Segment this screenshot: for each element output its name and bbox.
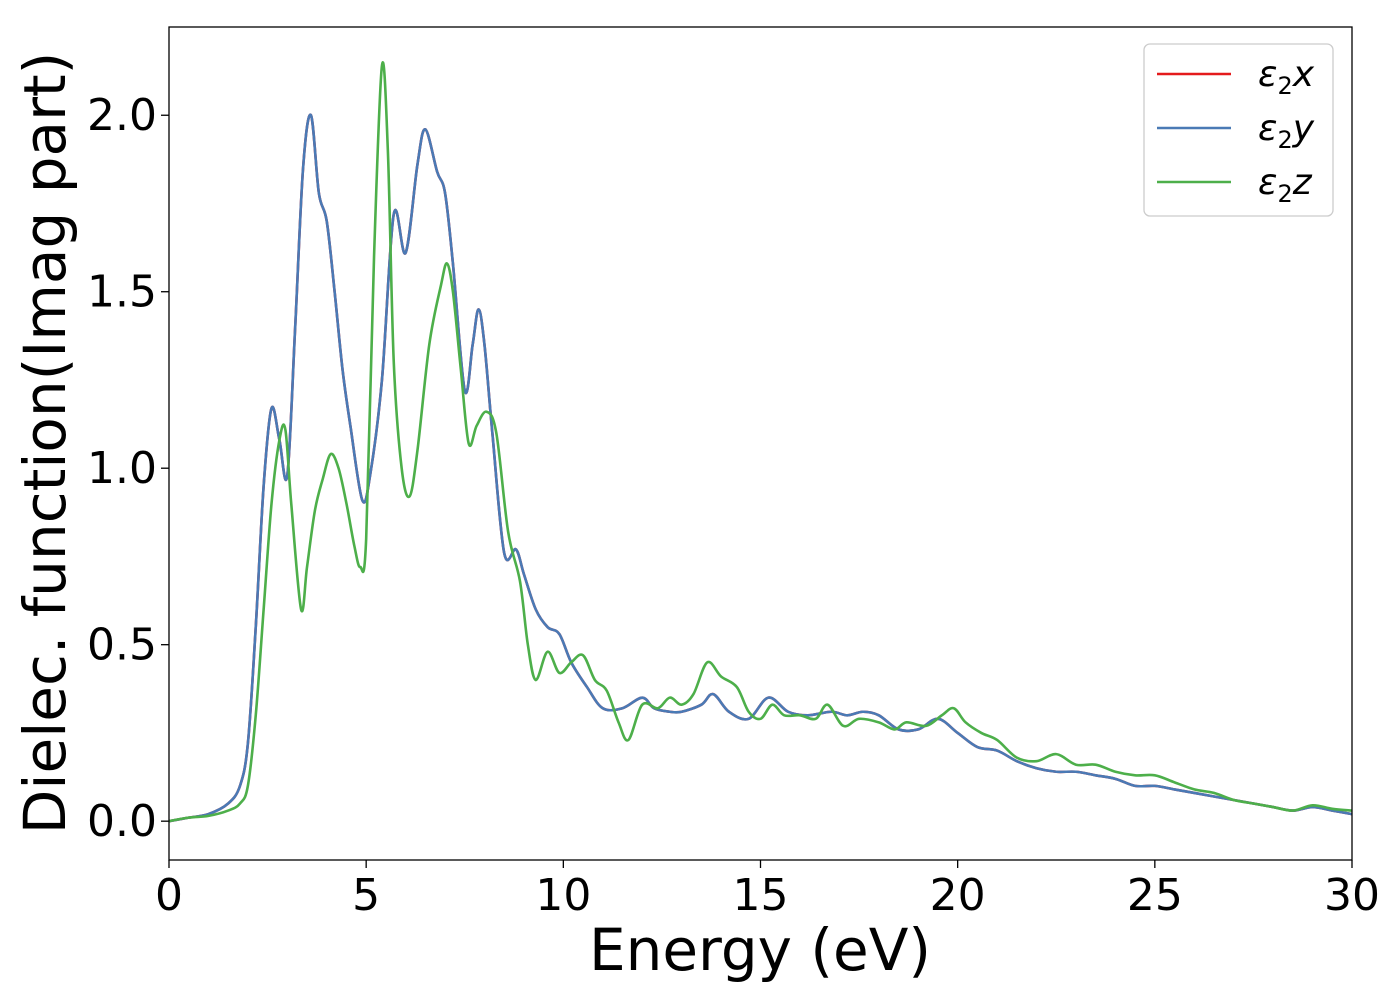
plot-frame (168, 26, 1353, 861)
series-line-z (168, 61, 1353, 823)
series-line-y (168, 113, 1353, 823)
legend-label-y: ε2y (1258, 108, 1315, 154)
y-axis: 0.0 0.5 1.0 1.5 2.0 (87, 90, 169, 847)
x-tick-label: 0 (155, 870, 183, 921)
x-tick-label: 15 (733, 870, 789, 921)
y-tick-label: 1.5 (87, 267, 157, 318)
x-axis-label: Energy (eV) (589, 916, 931, 984)
x-tick-label: 5 (352, 870, 380, 921)
x-tick-label: 30 (1324, 870, 1380, 921)
legend: ε2x ε2y ε2z (1143, 43, 1334, 217)
x-tick-label: 10 (535, 870, 591, 921)
x-tick-label: 25 (1127, 870, 1183, 921)
legend-label-x: ε2x (1258, 54, 1315, 100)
y-tick-label: 0.0 (87, 796, 157, 847)
y-tick-label: 0.5 (87, 620, 157, 671)
y-axis-label: Dielec. function(Imag part) (11, 52, 79, 835)
legend-box (1143, 43, 1334, 217)
legend-label-z: ε2z (1258, 162, 1313, 208)
x-axis: 0 5 10 15 20 25 30 (155, 860, 1380, 921)
x-tick-label: 20 (930, 870, 986, 921)
series-layer (168, 61, 1353, 823)
y-tick-label: 2.0 (87, 90, 157, 141)
y-tick-label: 1.0 (87, 443, 157, 494)
